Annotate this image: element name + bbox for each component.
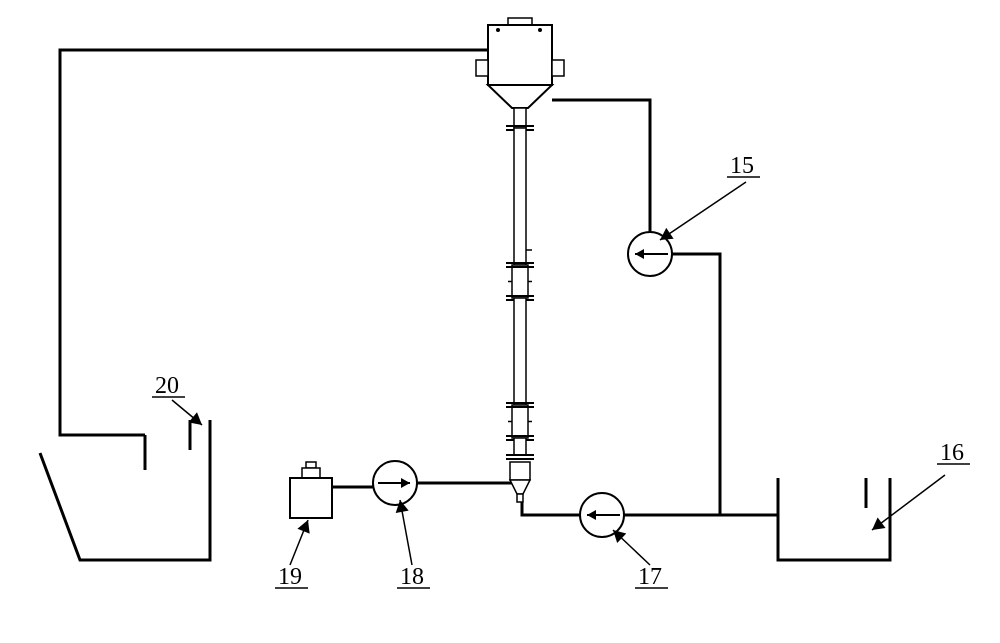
label-16: 16 bbox=[940, 440, 964, 466]
pump-18 bbox=[373, 461, 417, 505]
label-17: 17 bbox=[638, 564, 662, 590]
label-18: 18 bbox=[400, 564, 424, 590]
label-15: 15 bbox=[730, 153, 754, 179]
label-20: 20 bbox=[155, 373, 179, 399]
pump-17 bbox=[580, 493, 624, 537]
label-19: 19 bbox=[278, 564, 302, 590]
